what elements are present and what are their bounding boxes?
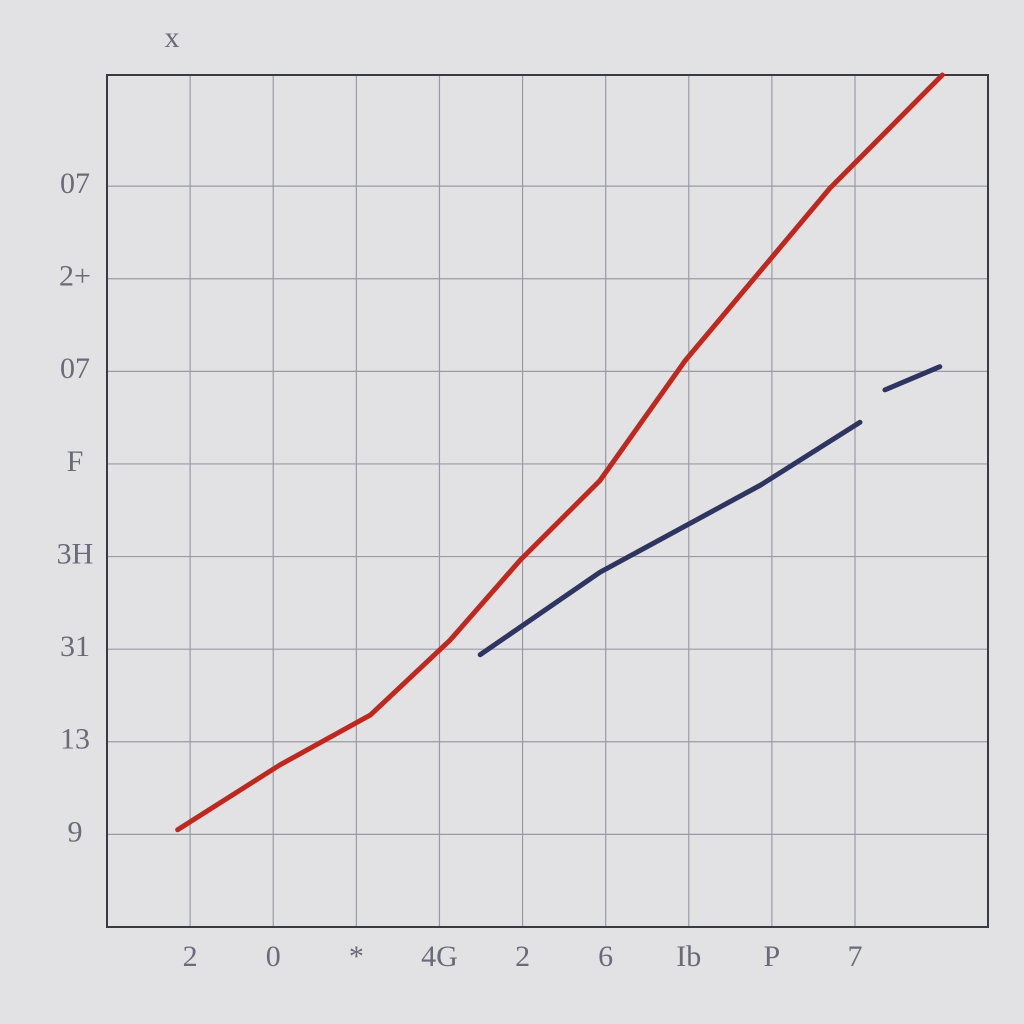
y-tick-label: 13 (60, 723, 90, 756)
y-tick-label: F (67, 445, 84, 478)
y-tick-label: 9 (68, 815, 83, 848)
x-tick-label: 2 (183, 940, 198, 973)
chart-title: x (165, 21, 180, 54)
x-tick-label: P (764, 940, 781, 973)
x-tick-label: 2 (515, 940, 530, 973)
y-tick-label: 31 (60, 630, 90, 663)
series-line (175, 72, 945, 833)
x-tick-label: * (349, 940, 364, 973)
series-line (477, 364, 943, 658)
plot-frame (106, 74, 989, 928)
y-tick-label: 07 (60, 352, 90, 385)
x-tick-label: 4G (421, 940, 458, 973)
x-tick-label: 6 (598, 940, 613, 973)
x-tick-label: 7 (848, 940, 863, 973)
y-tick-label: 2+ (59, 260, 91, 293)
y-tick-label: 07 (60, 167, 90, 200)
y-tick-label: 3H (57, 537, 94, 570)
x-tick-label: Ib (676, 940, 701, 973)
x-tick-label: 0 (266, 940, 281, 973)
